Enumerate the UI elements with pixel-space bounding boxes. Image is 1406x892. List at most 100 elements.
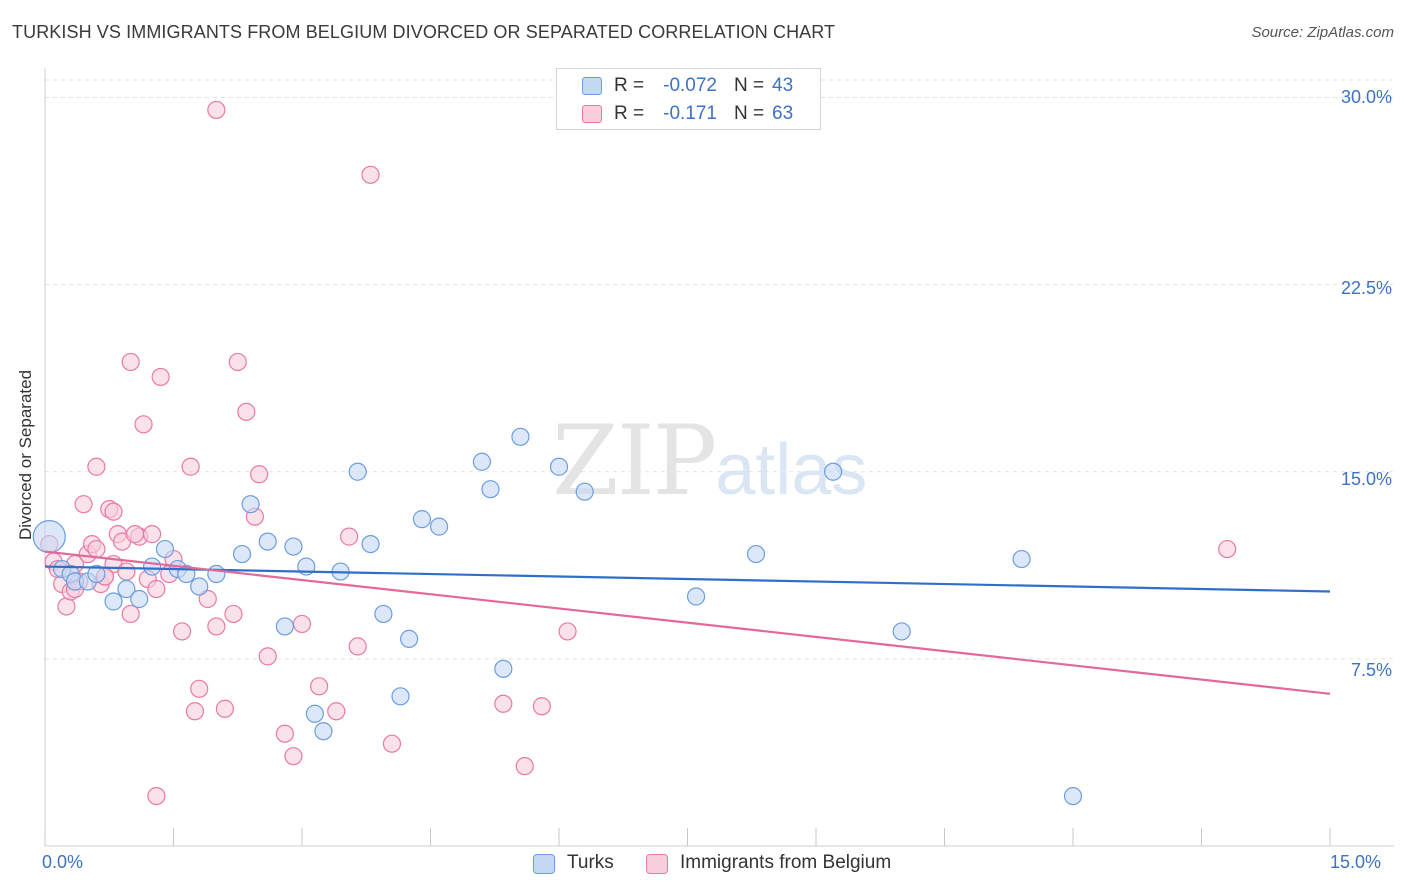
belgium-point [87,457,106,476]
belgium-point [1218,539,1237,559]
belgium-point [215,699,234,718]
belgium-point [142,525,162,544]
turks-point [472,452,491,471]
belgium-point [494,694,513,713]
stats-row-belgium: R = -0.171 N = 63 [557,101,820,129]
turks-point [374,604,393,624]
turks-point [1012,549,1031,569]
belgium-point [151,367,170,387]
r-value: -0.171 [663,103,717,124]
belgium-point [147,579,166,599]
stats-row-turks: R = -0.072 N = 43 [557,73,820,101]
turks-point [361,534,380,554]
belgium-point [121,352,140,372]
chart-title: TURKISH VS IMMIGRANTS FROM BELGIUM DIVOR… [12,22,836,42]
turks-point [275,617,294,636]
belgium-point [224,604,243,624]
turks-point [412,510,432,529]
turks-point [258,532,277,551]
belgium-point [515,757,534,776]
belgium-point [198,589,217,609]
turks-point [314,722,333,741]
belgium-point [172,622,192,641]
y-tick-label-22-5: 22.5% [1340,278,1392,298]
turks-point [391,687,410,706]
r-label: R = [614,103,645,124]
belgium-point [190,679,209,698]
n-value: 43 [772,75,794,96]
belgium-point [57,597,76,616]
belgium-swatch [582,105,602,123]
belgium-point [181,457,200,476]
belgium-point [258,647,277,666]
turks-point [824,462,843,481]
belgium-point [104,502,123,521]
stats-box: R = -0.072 N = 43 R = -0.171 N = 63 [556,68,821,130]
belgium-point [228,352,247,372]
turks-point [481,480,500,499]
belgium-point [532,697,551,716]
turks-point [511,427,530,446]
turks-point [429,517,449,536]
turks-point [399,629,419,649]
x-tick-label-max: 15.0% [1330,852,1382,872]
belgium-point [134,415,153,434]
y-tick-label-30: 30.0% [1340,87,1392,107]
y-axis-label: Divorced or Separated [16,369,35,541]
n-label: N = [734,103,765,124]
belgium-point [284,747,303,766]
legend-swatch-belgium [646,854,668,874]
turks-point [494,659,513,678]
n-value: 63 [772,103,794,124]
turks-point [207,564,226,584]
legend: Turks Immigrants from Belgium [0,852,1406,878]
belgium-point [382,734,402,753]
belgium-point [340,527,359,546]
belgium-point [121,604,140,624]
belgium-point [327,702,346,721]
source-credit: Source: ZipAtlas.com [1251,24,1394,41]
y-tick-label-7-5: 7.5% [1350,660,1392,680]
belgium-point [310,677,329,696]
belgium-point [237,402,256,421]
belgium-point [185,702,205,721]
turks-point [142,557,162,576]
legend-label-belgium: Immigrants from Belgium [680,852,892,873]
turks-point [232,544,252,564]
turks-point [87,564,106,584]
turks-point [892,622,911,641]
turks-trend-line [44,565,1331,593]
turks-point [549,457,569,476]
turks-point [117,579,136,599]
turks-point [305,704,324,723]
x-tick-label-min: 0.0% [42,852,84,872]
turks-point [32,520,66,554]
legend-label-turks: Turks [567,852,614,873]
belgium-point [348,637,367,656]
turks-point [746,544,766,564]
belgium-trend-line [44,550,1331,695]
belgium-point [275,724,294,743]
belgium-point [250,465,269,484]
turks-point [686,587,706,606]
belgium-point [87,539,106,559]
belgium-point [558,622,577,641]
turks-point [1063,786,1083,806]
belgium-point [117,562,136,581]
turks-point [190,577,209,596]
turks-point [155,539,175,559]
turks-point [130,589,149,609]
belgium-point [147,786,166,806]
belgium-point [361,165,380,184]
turks-point [284,537,303,556]
turks-point [241,495,260,514]
belgium-point [292,614,312,634]
n-label: N = [734,75,765,96]
belgium-point [74,495,93,514]
turks-point [575,482,594,501]
r-label: R = [614,75,645,96]
legend-swatch-turks [533,854,555,874]
belgium-point [207,617,226,636]
y-tick-label-15: 15.0% [1340,469,1392,489]
